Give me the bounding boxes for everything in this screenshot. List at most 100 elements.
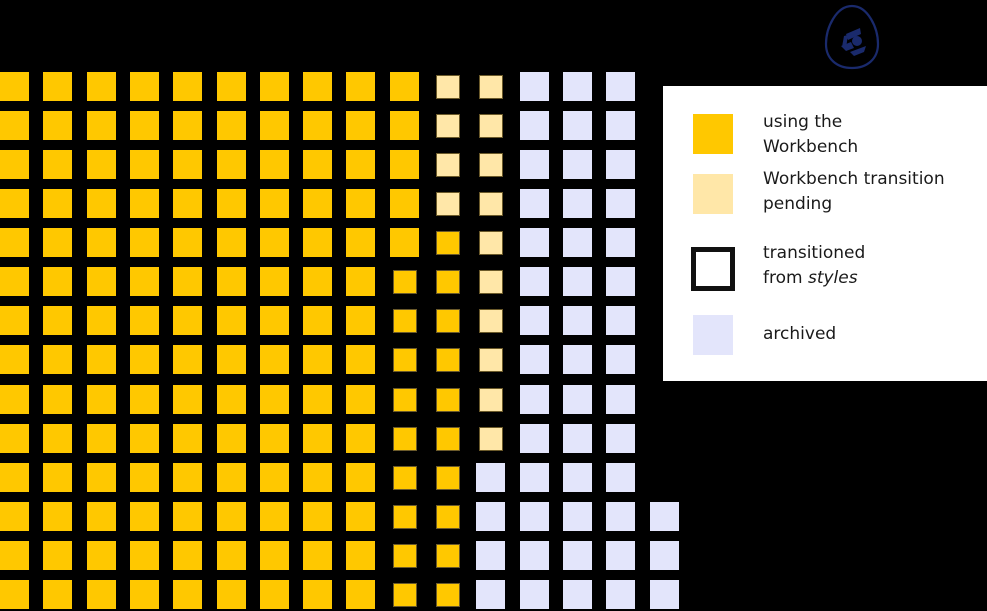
cell-archived bbox=[606, 463, 635, 492]
cell-archived bbox=[606, 189, 635, 218]
cell-using bbox=[260, 189, 289, 218]
cell-using bbox=[217, 345, 246, 374]
cell-archived bbox=[650, 502, 679, 531]
cell-using bbox=[0, 541, 29, 570]
cell-using bbox=[173, 72, 202, 101]
cell-archived bbox=[563, 463, 592, 492]
cell-using bbox=[303, 228, 332, 257]
legend-label-transitioned-prefix: from bbox=[763, 268, 808, 288]
cell-pending-transitioned bbox=[479, 153, 503, 177]
cell-using bbox=[217, 72, 246, 101]
cell-using bbox=[217, 385, 246, 414]
cell-archived bbox=[520, 424, 549, 453]
cell-using bbox=[303, 541, 332, 570]
cell-using bbox=[0, 580, 29, 609]
cell-using bbox=[87, 72, 116, 101]
cell-using bbox=[346, 345, 375, 374]
cell-using-transitioned bbox=[393, 583, 417, 607]
cell-using-transitioned bbox=[393, 466, 417, 490]
cell-using bbox=[173, 502, 202, 531]
cell-using bbox=[346, 502, 375, 531]
cell-using bbox=[43, 385, 72, 414]
cell-archived bbox=[563, 267, 592, 296]
cell-using-transitioned bbox=[393, 348, 417, 372]
cell-using bbox=[217, 463, 246, 492]
cell-using bbox=[173, 463, 202, 492]
cell-using bbox=[217, 502, 246, 531]
cell-using bbox=[173, 345, 202, 374]
cell-using bbox=[346, 385, 375, 414]
legend-swatch-pending bbox=[693, 174, 733, 214]
cell-using bbox=[390, 228, 419, 257]
cell-using bbox=[260, 267, 289, 296]
cell-using-transitioned bbox=[436, 231, 460, 255]
cell-using bbox=[0, 150, 29, 179]
cell-using bbox=[87, 345, 116, 374]
cell-archived bbox=[606, 111, 635, 140]
cell-using bbox=[173, 424, 202, 453]
cell-using bbox=[217, 580, 246, 609]
cell-archived bbox=[606, 306, 635, 335]
cell-using bbox=[173, 541, 202, 570]
cell-archived bbox=[476, 463, 505, 492]
cell-using bbox=[43, 72, 72, 101]
cell-archived bbox=[606, 267, 635, 296]
cell-archived bbox=[606, 385, 635, 414]
cell-using bbox=[0, 228, 29, 257]
cell-archived bbox=[520, 345, 549, 374]
cell-archived bbox=[520, 111, 549, 140]
cell-using bbox=[43, 111, 72, 140]
cell-pending-transitioned bbox=[479, 427, 503, 451]
cell-using bbox=[130, 72, 159, 101]
cell-using bbox=[87, 424, 116, 453]
cell-using bbox=[0, 385, 29, 414]
cell-using bbox=[390, 150, 419, 179]
cell-using bbox=[260, 580, 289, 609]
cell-using bbox=[43, 463, 72, 492]
cell-using bbox=[303, 424, 332, 453]
cell-using bbox=[0, 306, 29, 335]
cell-using bbox=[346, 580, 375, 609]
cell-using bbox=[43, 502, 72, 531]
cell-using bbox=[43, 150, 72, 179]
cell-archived bbox=[606, 424, 635, 453]
cell-using bbox=[346, 306, 375, 335]
cell-archived bbox=[606, 541, 635, 570]
cell-using bbox=[260, 111, 289, 140]
cell-using bbox=[217, 306, 246, 335]
cell-pending-transitioned bbox=[479, 75, 503, 99]
cell-using-transitioned bbox=[393, 427, 417, 451]
cell-archived bbox=[563, 228, 592, 257]
cell-archived bbox=[520, 463, 549, 492]
cell-using bbox=[217, 189, 246, 218]
cell-using bbox=[260, 502, 289, 531]
cell-using-transitioned bbox=[436, 583, 460, 607]
cell-using bbox=[0, 502, 29, 531]
cell-using bbox=[346, 111, 375, 140]
cell-using bbox=[260, 306, 289, 335]
cell-archived bbox=[520, 267, 549, 296]
cell-pending-transitioned bbox=[436, 75, 460, 99]
cell-using-transitioned bbox=[436, 309, 460, 333]
cell-pending-transitioned bbox=[479, 114, 503, 138]
cell-using bbox=[130, 541, 159, 570]
cell-archived bbox=[650, 580, 679, 609]
cell-using bbox=[130, 463, 159, 492]
cell-archived bbox=[563, 345, 592, 374]
cell-archived bbox=[520, 306, 549, 335]
cell-archived bbox=[606, 228, 635, 257]
cell-using bbox=[390, 72, 419, 101]
cell-using bbox=[346, 228, 375, 257]
cell-pending-transitioned bbox=[436, 153, 460, 177]
cell-archived bbox=[606, 502, 635, 531]
cell-using bbox=[173, 189, 202, 218]
cell-using-transitioned bbox=[393, 505, 417, 529]
cell-using bbox=[173, 306, 202, 335]
cell-archived bbox=[606, 150, 635, 179]
cell-using bbox=[87, 228, 116, 257]
cell-using-transitioned bbox=[436, 270, 460, 294]
cell-using bbox=[217, 228, 246, 257]
cell-using bbox=[260, 463, 289, 492]
cell-using bbox=[346, 72, 375, 101]
cell-archived bbox=[606, 345, 635, 374]
